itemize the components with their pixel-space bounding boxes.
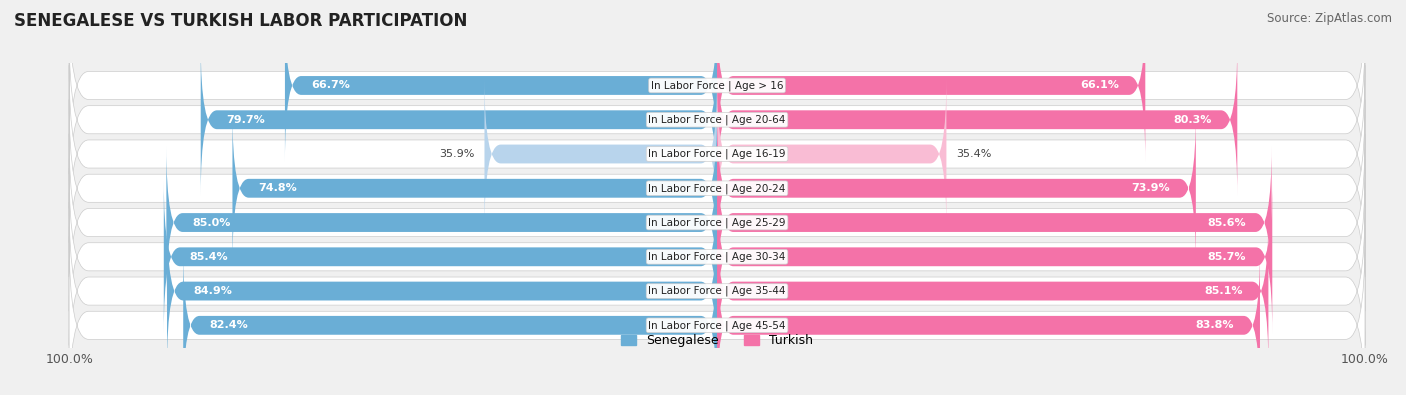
Text: SENEGALESE VS TURKISH LABOR PARTICIPATION: SENEGALESE VS TURKISH LABOR PARTICIPATIO… bbox=[14, 12, 467, 30]
FancyBboxPatch shape bbox=[69, 202, 1365, 380]
Text: 35.9%: 35.9% bbox=[440, 149, 475, 159]
FancyBboxPatch shape bbox=[232, 112, 717, 265]
FancyBboxPatch shape bbox=[717, 43, 1237, 196]
Text: In Labor Force | Age 25-29: In Labor Force | Age 25-29 bbox=[648, 217, 786, 228]
FancyBboxPatch shape bbox=[69, 100, 1365, 277]
FancyBboxPatch shape bbox=[166, 146, 717, 299]
Text: In Labor Force | Age 45-54: In Labor Force | Age 45-54 bbox=[648, 320, 786, 331]
FancyBboxPatch shape bbox=[183, 249, 717, 395]
Text: 85.1%: 85.1% bbox=[1204, 286, 1243, 296]
Text: In Labor Force | Age 35-44: In Labor Force | Age 35-44 bbox=[648, 286, 786, 296]
FancyBboxPatch shape bbox=[69, 0, 1365, 174]
Text: 74.8%: 74.8% bbox=[259, 183, 297, 193]
FancyBboxPatch shape bbox=[167, 215, 717, 367]
Text: 83.8%: 83.8% bbox=[1195, 320, 1234, 330]
Text: In Labor Force | Age 20-64: In Labor Force | Age 20-64 bbox=[648, 115, 786, 125]
Text: 82.4%: 82.4% bbox=[209, 320, 247, 330]
FancyBboxPatch shape bbox=[285, 9, 717, 162]
FancyBboxPatch shape bbox=[485, 78, 717, 230]
Legend: Senegalese, Turkish: Senegalese, Turkish bbox=[621, 334, 813, 347]
FancyBboxPatch shape bbox=[717, 215, 1268, 367]
FancyBboxPatch shape bbox=[717, 78, 946, 230]
FancyBboxPatch shape bbox=[69, 31, 1365, 209]
FancyBboxPatch shape bbox=[69, 237, 1365, 395]
Text: In Labor Force | Age 16-19: In Labor Force | Age 16-19 bbox=[648, 149, 786, 159]
FancyBboxPatch shape bbox=[717, 9, 1146, 162]
FancyBboxPatch shape bbox=[717, 112, 1197, 265]
FancyBboxPatch shape bbox=[69, 168, 1365, 346]
FancyBboxPatch shape bbox=[201, 43, 717, 196]
Text: In Labor Force | Age 30-34: In Labor Force | Age 30-34 bbox=[648, 252, 786, 262]
Text: In Labor Force | Age > 16: In Labor Force | Age > 16 bbox=[651, 80, 783, 91]
Text: 85.0%: 85.0% bbox=[193, 218, 231, 228]
FancyBboxPatch shape bbox=[69, 134, 1365, 311]
Text: 79.7%: 79.7% bbox=[226, 115, 266, 125]
Text: 85.6%: 85.6% bbox=[1208, 218, 1246, 228]
FancyBboxPatch shape bbox=[717, 181, 1272, 333]
Text: 66.7%: 66.7% bbox=[311, 81, 350, 90]
Text: 85.7%: 85.7% bbox=[1208, 252, 1246, 262]
FancyBboxPatch shape bbox=[717, 249, 1260, 395]
Text: Source: ZipAtlas.com: Source: ZipAtlas.com bbox=[1267, 12, 1392, 25]
FancyBboxPatch shape bbox=[163, 181, 717, 333]
Text: 85.4%: 85.4% bbox=[190, 252, 228, 262]
Text: 80.3%: 80.3% bbox=[1173, 115, 1212, 125]
FancyBboxPatch shape bbox=[717, 146, 1271, 299]
FancyBboxPatch shape bbox=[69, 65, 1365, 243]
Text: 73.9%: 73.9% bbox=[1132, 183, 1170, 193]
Text: 84.9%: 84.9% bbox=[193, 286, 232, 296]
Text: 35.4%: 35.4% bbox=[956, 149, 991, 159]
Text: 66.1%: 66.1% bbox=[1080, 81, 1119, 90]
Text: In Labor Force | Age 20-24: In Labor Force | Age 20-24 bbox=[648, 183, 786, 194]
